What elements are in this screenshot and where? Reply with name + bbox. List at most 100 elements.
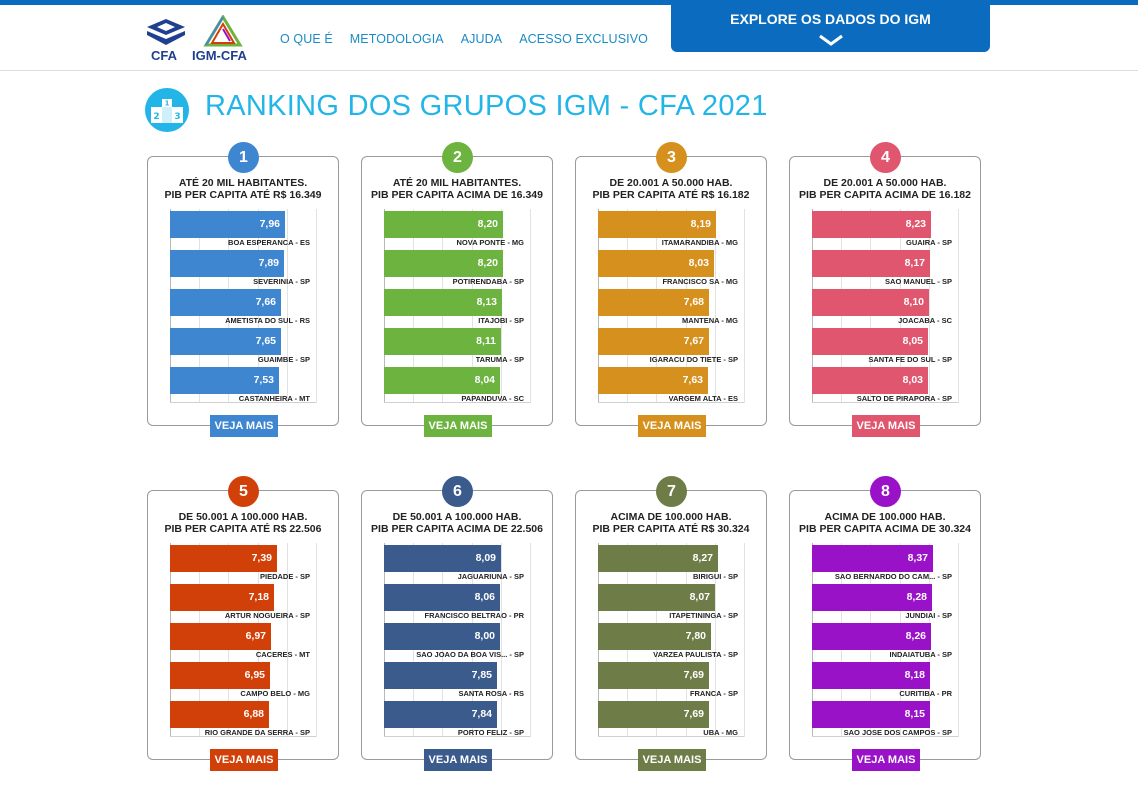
bar-chart: 7,96 BOA ESPERANCA - ES 7,89 SEVERINIA - SP… <box>170 209 317 403</box>
score-bar[interactable]: 7,89 <box>170 250 284 277</box>
city-label: FRANCA - SP <box>689 689 738 698</box>
ranking-card-8: 8 ACIMA DE 100.000 HAB. PIB PER CAPITA ACI… <box>789 476 981 771</box>
x-axis-line <box>812 736 958 737</box>
ranking-row: 8,10 JOACABA - SC <box>812 287 958 326</box>
city-label: VARZEA PAULISTA - SP <box>653 650 738 659</box>
group-number-badge: 8 <box>870 476 901 507</box>
score-bar[interactable]: 7,65 <box>170 328 281 355</box>
score-bar[interactable]: 8,20 <box>384 250 503 277</box>
score-bar[interactable]: 8,11 <box>384 328 501 355</box>
score-bar[interactable]: 7,53 <box>170 367 279 394</box>
score-bar[interactable]: 7,18 <box>170 584 274 611</box>
score-bar[interactable]: 7,67 <box>598 328 709 355</box>
score-bar[interactable]: 8,23 <box>812 211 931 238</box>
group-number-badge: 4 <box>870 142 901 173</box>
main-nav: O QUE É METODOLOGIA AJUDA ACESSO EXCLUSI… <box>280 32 665 46</box>
nav-link-ajuda[interactable]: AJUDA <box>460 32 503 46</box>
city-label: SAO BERNARDO DO CAM... - SP <box>834 572 952 581</box>
ranking-row: 8,37 SAO BERNARDO DO CAM... - SP <box>812 543 958 582</box>
ranking-row: 8,15 SAO JOSE DOS CAMPOS - SP <box>812 699 958 738</box>
group-title-pib: PIB PER CAPITA ACIMA DE 16.349 <box>371 189 543 201</box>
score-bar[interactable]: 8,18 <box>812 662 930 689</box>
score-bar[interactable]: 8,05 <box>812 328 928 355</box>
score-bar[interactable]: 7,85 <box>384 662 497 689</box>
veja-mais-button[interactable]: VEJA MAIS <box>424 749 492 771</box>
ranking-row: 8,17 SAO MANUEL - SP <box>812 248 958 287</box>
score-bar[interactable]: 7,69 <box>598 701 709 728</box>
score-bar[interactable]: 7,84 <box>384 701 497 728</box>
score-bar[interactable]: 8,07 <box>598 584 715 611</box>
city-label: RIO GRANDE DA SERRA - SP <box>204 728 310 737</box>
score-bar[interactable]: 8,17 <box>812 250 930 277</box>
veja-mais-button[interactable]: VEJA MAIS <box>638 749 706 771</box>
gridline <box>715 543 716 737</box>
explore-data-label: EXPLORE OS DADOS DO IGM <box>730 11 931 27</box>
ranking-card-6: 6 DE 50.001 A 100.000 HAB. PIB PER CAPITA … <box>361 476 553 771</box>
veja-mais-button[interactable]: VEJA MAIS <box>210 749 278 771</box>
score-bar[interactable]: 8,03 <box>598 250 714 277</box>
score-bar[interactable]: 7,80 <box>598 623 711 650</box>
score-bar[interactable]: 8,10 <box>812 289 929 316</box>
x-axis-line <box>384 402 530 403</box>
group-title-population: DE 50.001 A 100.000 HAB. <box>392 511 522 523</box>
x-axis-line <box>170 736 316 737</box>
city-label: IGARACU DO TIETE - SP <box>649 355 738 364</box>
score-bar[interactable]: 8,26 <box>812 623 931 650</box>
score-bar[interactable]: 7,68 <box>598 289 709 316</box>
gridline <box>958 209 959 403</box>
group-number-badge: 6 <box>442 476 473 507</box>
city-label: SALTO DE PIRAPORA - SP <box>856 394 952 403</box>
score-bar[interactable]: 8,15 <box>812 701 930 728</box>
svg-text:2: 2 <box>153 112 159 122</box>
score-bar[interactable]: 8,19 <box>598 211 716 238</box>
veja-mais-button[interactable]: VEJA MAIS <box>424 415 492 437</box>
group-title-pib: PIB PER CAPITA ATÉ R$ 16.349 <box>164 189 322 201</box>
group-title: ATÉ 20 MIL HABITANTES. PIB PER CAPITA ATÉ… <box>148 177 338 201</box>
score-bar[interactable]: 7,63 <box>598 367 708 394</box>
score-bar[interactable]: 8,37 <box>812 545 933 572</box>
city-label: VARGEM ALTA - ES <box>668 394 738 403</box>
group-title: DE 20.001 A 50.000 HAB. PIB PER CAPITA AT… <box>576 177 766 201</box>
gridline <box>287 209 288 403</box>
score-bar[interactable]: 8,20 <box>384 211 503 238</box>
city-label: PAPANDUVA - SC <box>461 394 524 403</box>
score-bar[interactable]: 8,13 <box>384 289 502 316</box>
score-bar[interactable]: 6,95 <box>170 662 270 689</box>
ranking-row: 7,85 SANTA ROSA - RS <box>384 660 530 699</box>
score-bar[interactable]: 8,06 <box>384 584 500 611</box>
group-title-population: ACIMA DE 100.000 HAB. <box>824 511 946 523</box>
score-bar[interactable]: 8,27 <box>598 545 718 572</box>
score-bar[interactable]: 8,04 <box>384 367 500 394</box>
veja-mais-button[interactable]: VEJA MAIS <box>852 749 920 771</box>
veja-mais-button[interactable]: VEJA MAIS <box>210 415 278 437</box>
score-bar[interactable]: 6,88 <box>170 701 269 728</box>
veja-mais-button[interactable]: VEJA MAIS <box>852 415 920 437</box>
gridline <box>530 543 531 737</box>
veja-mais-button[interactable]: VEJA MAIS <box>638 415 706 437</box>
city-label: BOA ESPERANCA - ES <box>228 238 310 247</box>
nav-link-o-que-e[interactable]: O QUE É <box>280 32 333 46</box>
score-bar[interactable]: 8,03 <box>812 367 928 394</box>
group-title: DE 50.001 A 100.000 HAB. PIB PER CAPITA A… <box>148 511 338 535</box>
city-label: SAO JOAO DA BOA VIS... - SP <box>416 650 524 659</box>
group-title: DE 50.001 A 100.000 HAB. PIB PER CAPITA A… <box>362 511 552 535</box>
nav-link-acesso-exclusivo[interactable]: ACESSO EXCLUSIVO <box>519 32 648 46</box>
gridline <box>958 543 959 737</box>
ranking-card-2: 2 ATÉ 20 MIL HABITANTES. PIB PER CAPITA AC… <box>361 142 553 437</box>
score-bar[interactable]: 7,69 <box>598 662 709 689</box>
nav-link-metodologia[interactable]: METODOLOGIA <box>349 32 444 46</box>
score-bar[interactable]: 8,28 <box>812 584 932 611</box>
score-bar[interactable]: 7,39 <box>170 545 277 572</box>
ranking-row: 8,09 JAGUARIUNA - SP <box>384 543 530 582</box>
city-label: GUAIRA - SP <box>906 238 952 247</box>
cfa-logo[interactable]: CFA <box>143 19 189 69</box>
score-bar[interactable]: 7,66 <box>170 289 281 316</box>
igm-logo[interactable]: IGM-CFA <box>190 14 256 69</box>
score-bar[interactable]: 6,97 <box>170 623 271 650</box>
score-bar[interactable]: 8,00 <box>384 623 500 650</box>
gridline <box>287 543 288 737</box>
score-bar[interactable]: 8,09 <box>384 545 501 572</box>
ranking-row: 7,67 IGARACU DO TIETE - SP <box>598 326 744 365</box>
score-bar[interactable]: 7,96 <box>170 211 285 238</box>
explore-data-button[interactable]: EXPLORE OS DADOS DO IGM <box>671 5 990 52</box>
